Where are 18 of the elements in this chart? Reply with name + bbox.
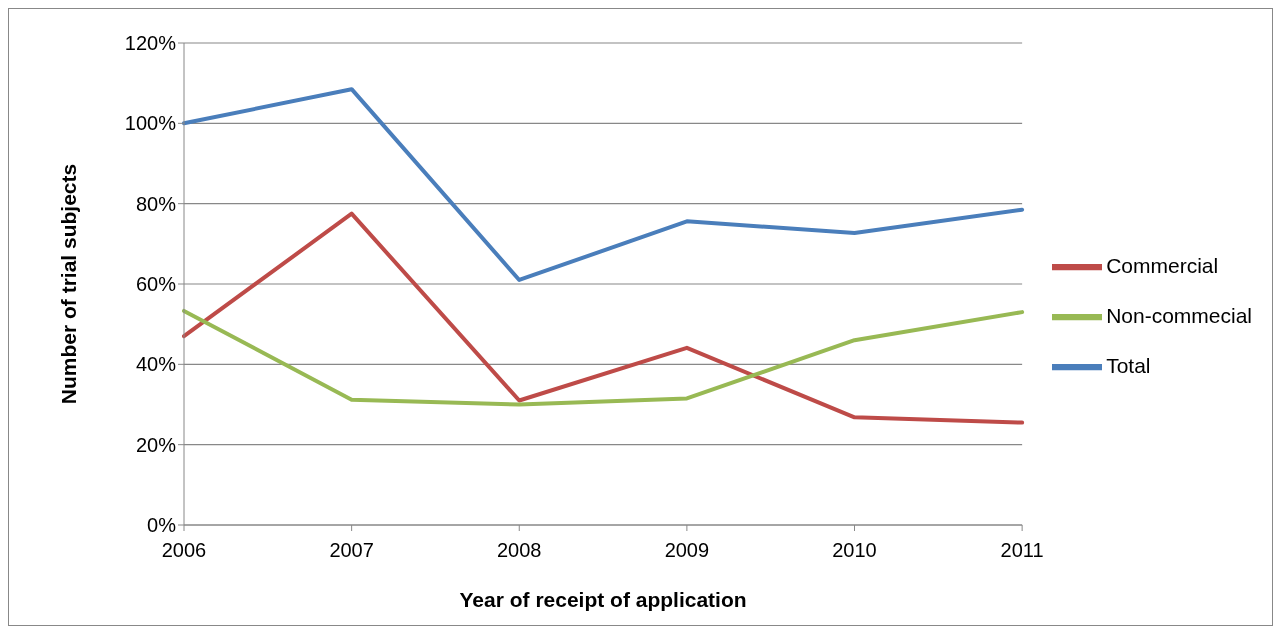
- x-tick-label: 2006: [161, 539, 207, 562]
- x-tick-label: 2009: [664, 539, 710, 562]
- legend-label: Commercial: [1106, 253, 1219, 277]
- x-tick-label: 2007: [329, 539, 374, 562]
- y-tick-label: 60%: [135, 273, 177, 296]
- y-tick-label: 0%: [147, 514, 177, 537]
- x-tick-label: 2008: [497, 539, 542, 562]
- y-axis-title: Number of trial subjects: [57, 163, 81, 405]
- x-tick-label: 2010: [832, 539, 877, 562]
- y-tick-label: 80%: [135, 192, 177, 215]
- y-tick-label: 100%: [124, 112, 177, 135]
- y-tick-label: 20%: [135, 433, 177, 456]
- y-tick-label: 120%: [124, 32, 177, 55]
- x-axis-title: Year of receipt of application: [459, 588, 747, 611]
- legend-label: Total: [1106, 353, 1151, 377]
- legend-label: Non-commecial: [1106, 303, 1252, 327]
- x-tick-label: 2011: [1000, 539, 1044, 562]
- y-tick-label: 40%: [135, 353, 177, 376]
